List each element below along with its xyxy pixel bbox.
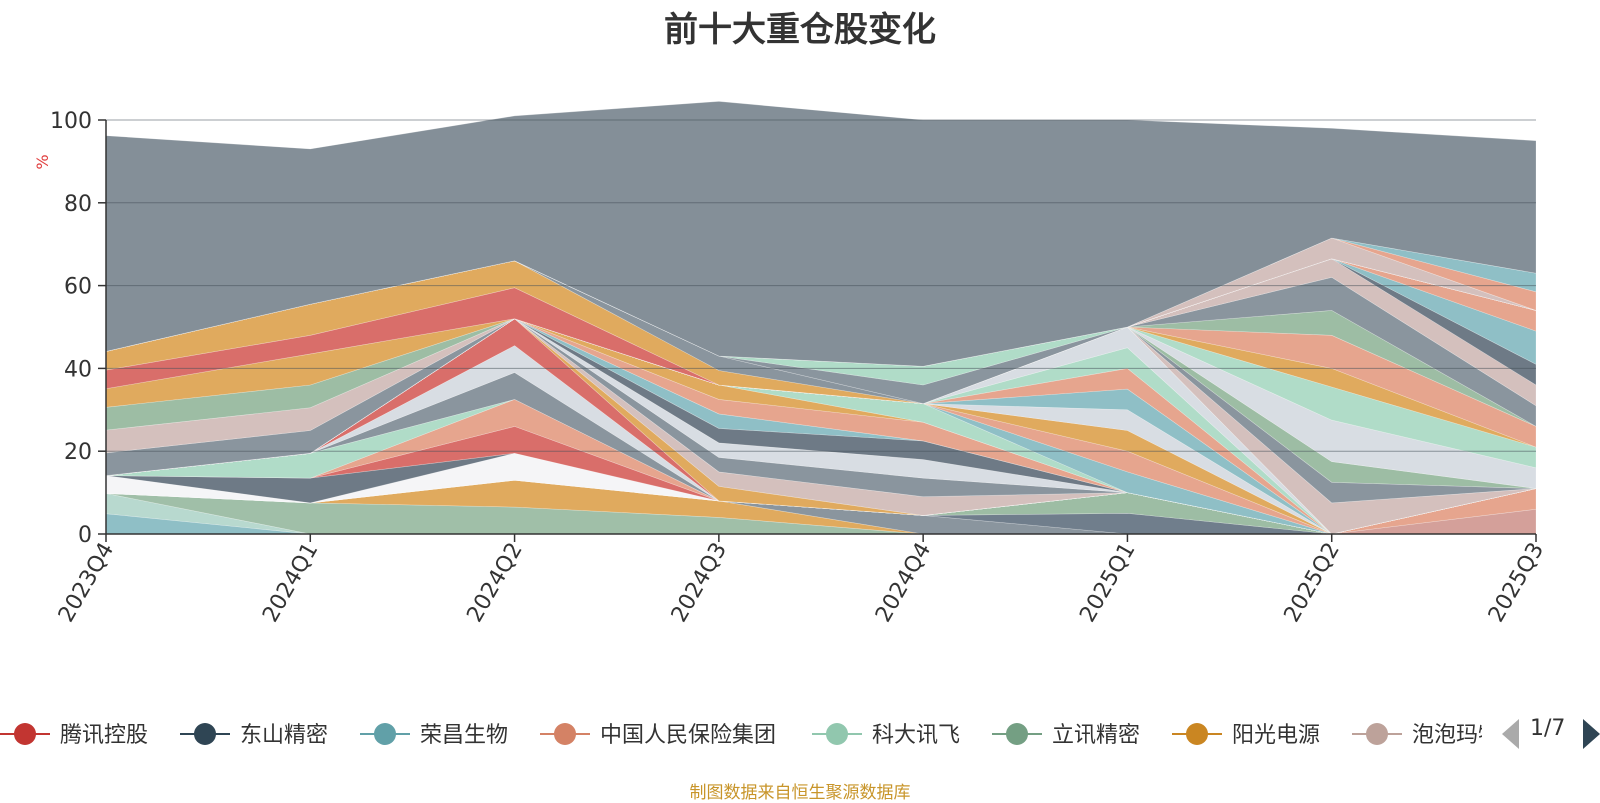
legend-label-4: 科大讯飞 xyxy=(872,723,960,748)
x-tick-label-0: 2023Q4 xyxy=(54,539,119,627)
area-series xyxy=(105,101,1537,535)
area-series-61 xyxy=(105,101,1537,367)
x-tick-label-1: 2024Q1 xyxy=(258,539,323,627)
legend-marker xyxy=(374,723,396,745)
legend-label-2: 荣昌生物 xyxy=(420,723,508,748)
legend-item-7: 泡泡玛特 xyxy=(1352,723,1500,748)
x-tick-label-3: 2024Q3 xyxy=(667,539,732,627)
chart-title: 前十大重仓股变化 xyxy=(664,10,936,50)
legend-marker xyxy=(1366,723,1388,745)
legend-marker xyxy=(554,723,576,745)
legend-marker xyxy=(1006,723,1028,745)
legend: 腾讯控股 东山精密 荣昌生物 中国人民保险集团 科大讯飞 立讯精密 阳光电源 泡泡玛特 xyxy=(0,700,1600,770)
y-axis-label: % xyxy=(33,154,52,169)
legend-label-1: 东山精密 xyxy=(240,723,328,748)
legend-item-2: 荣昌生物 xyxy=(360,723,508,748)
x-tick-label-5: 2025Q1 xyxy=(1075,539,1140,627)
x-tick-label-2: 2024Q2 xyxy=(462,539,527,627)
x-tick-label-6: 2025Q2 xyxy=(1280,539,1345,627)
legend-marker xyxy=(14,723,36,745)
x-tick-label-7: 2025Q3 xyxy=(1484,539,1549,627)
x-tick-label-4: 2024Q4 xyxy=(871,539,936,627)
legend-prev-arrow xyxy=(1502,719,1519,749)
y-tick-label-5: 100 xyxy=(50,109,92,134)
y-tick-label-0: 0 xyxy=(78,523,92,548)
y-tick-label-1: 20 xyxy=(64,440,92,465)
legend-marker xyxy=(1186,723,1208,745)
legend-next-arrow xyxy=(1583,719,1600,749)
legend-item-0: 腾讯控股 xyxy=(0,723,148,748)
legend-item-4: 科大讯飞 xyxy=(812,723,960,748)
legend-label-6: 阳光电源 xyxy=(1232,723,1320,748)
legend-label-0: 腾讯控股 xyxy=(60,723,148,748)
y-tick-label-2: 40 xyxy=(64,357,92,382)
legend-item-1: 东山精密 xyxy=(180,723,328,748)
legend-marker xyxy=(826,723,848,745)
legend-label-3: 中国人民保险集团 xyxy=(600,723,776,748)
legend-mask xyxy=(1482,700,1600,770)
legend-label-5: 立讯精密 xyxy=(1052,723,1140,748)
legend-item-3: 中国人民保险集团 xyxy=(540,723,776,748)
legend-page-indicator: 1/7 xyxy=(1530,716,1566,741)
y-tick-label-3: 60 xyxy=(64,275,92,300)
y-tick-label-4: 80 xyxy=(64,192,92,217)
legend-marker xyxy=(194,723,216,745)
legend-item-6: 阳光电源 xyxy=(1172,723,1320,748)
source-note: 制图数据来自恒生聚源数据库 xyxy=(689,783,911,803)
legend-item-5: 立讯精密 xyxy=(992,723,1140,748)
gridlines xyxy=(106,119,1536,452)
